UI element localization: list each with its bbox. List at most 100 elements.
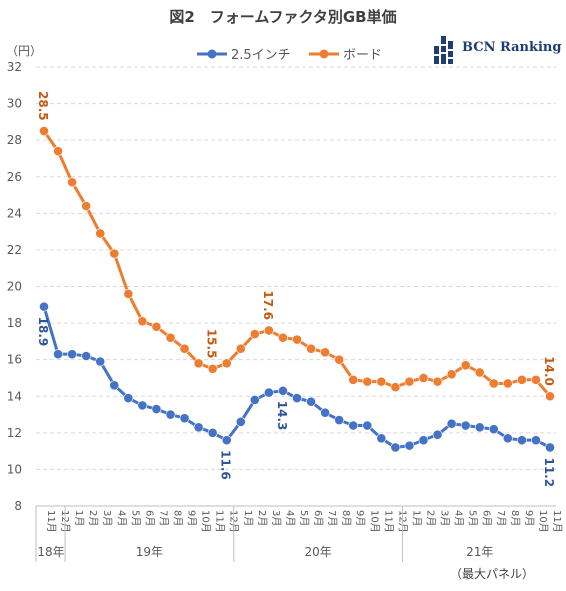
- legend-item-series-2: ボード: [308, 44, 382, 63]
- x-tick-label: 4月: [453, 510, 465, 526]
- data-point: [207, 427, 218, 438]
- data-point: [446, 418, 457, 429]
- data-point: [460, 360, 471, 371]
- y-axis-unit-label: （円）: [6, 44, 43, 58]
- x-tick-label: 10月: [537, 510, 549, 533]
- data-point: [221, 358, 232, 369]
- y-tick-label: 16: [7, 353, 22, 367]
- year-label: 18年: [37, 545, 64, 559]
- y-tick-label: 20: [7, 280, 22, 294]
- data-point: [292, 334, 302, 345]
- data-point: [53, 349, 63, 360]
- data-point: [545, 391, 555, 402]
- data-point: [179, 343, 190, 354]
- data-point: [362, 420, 373, 431]
- data-label: 14.0: [542, 356, 556, 386]
- data-point: [404, 440, 415, 451]
- y-tick-label: 24: [7, 206, 22, 220]
- data-point: [334, 415, 345, 425]
- data-point: [165, 332, 176, 343]
- x-tick-label: 9月: [186, 510, 198, 526]
- data-point: [502, 378, 513, 389]
- data-point: [516, 374, 527, 385]
- data-point: [376, 376, 387, 387]
- x-tick-label: 3月: [270, 510, 282, 526]
- x-tick-label: 3月: [101, 510, 113, 526]
- data-point: [432, 429, 443, 440]
- x-tick-label: 11月: [551, 510, 563, 533]
- x-tick-label: 8月: [509, 510, 521, 526]
- data-point: [418, 435, 429, 446]
- data-point: [53, 146, 63, 157]
- x-tick-label: 11月: [382, 510, 394, 533]
- data-point: [531, 435, 541, 446]
- y-tick-label: 28: [7, 133, 22, 147]
- data-point: [263, 387, 274, 398]
- x-tick-label: 11月: [45, 510, 57, 533]
- x-tick-label: 1月: [73, 510, 85, 526]
- x-tick-label: 6月: [312, 510, 324, 526]
- data-point: [348, 374, 359, 385]
- data-point: [306, 343, 316, 354]
- data-point: [362, 376, 373, 387]
- data-point: [376, 433, 387, 444]
- data-point: [516, 435, 527, 446]
- legend-marker-series-2: [309, 49, 339, 58]
- year-label: 21年: [466, 545, 493, 559]
- x-tick-label: 1月: [242, 510, 254, 526]
- series-1: [39, 301, 555, 453]
- data-point: [235, 416, 246, 427]
- x-tick-label: 3月: [439, 510, 451, 526]
- data-point: [306, 396, 316, 407]
- data-point: [81, 201, 92, 211]
- x-tick-label: 9月: [354, 510, 366, 526]
- series-line: [42, 306, 551, 449]
- year-label: 20年: [304, 545, 331, 559]
- y-tick-label: 32: [7, 60, 22, 74]
- data-label: 28.5: [36, 91, 50, 121]
- y-tick-label: 14: [7, 389, 22, 403]
- data-point: [390, 382, 401, 393]
- y-tick-label: 26: [7, 170, 22, 184]
- x-tick-label: 9月: [523, 510, 535, 526]
- data-point: [193, 358, 204, 369]
- data-point: [390, 442, 401, 453]
- data-point: [320, 407, 331, 418]
- data-point: [81, 351, 92, 361]
- x-tick-label: 10月: [200, 510, 212, 533]
- data-labels: 18.9 11.6 14.3 11.2 28.5 15.5 17.6 14.0: [36, 91, 556, 487]
- y-axis: 8 10 12 14 16 18 20 22 24 26 28 30 32: [7, 60, 22, 513]
- x-tick-label: 7月: [157, 510, 169, 526]
- logo-text: BCN Ranking: [462, 40, 562, 55]
- data-point: [249, 395, 260, 405]
- data-point: [193, 422, 204, 433]
- x-tick-label: 10月: [368, 510, 380, 533]
- x-tick-label: 5月: [129, 510, 141, 526]
- data-point: [348, 420, 359, 431]
- x-tick-label: 4月: [115, 510, 127, 526]
- data-point: [334, 354, 345, 365]
- data-point: [545, 442, 555, 453]
- y-tick-label: 10: [7, 462, 22, 476]
- series-layer: [39, 126, 555, 453]
- y-tick-label: 18: [7, 316, 22, 330]
- data-point: [278, 385, 288, 396]
- data-label: 15.5: [205, 329, 219, 359]
- data-label: 18.9: [36, 317, 50, 347]
- x-axis: 11月 12月 1月 2月 3月 4月 5月 6月 7月 8月 9月 10月 11月 12月 1月 2月 3月 4…: [35, 505, 563, 562]
- x-tick-label: 6月: [481, 510, 493, 526]
- data-point: [207, 363, 218, 374]
- chart-title: 図2 フォームファクタ別GB単価: [169, 8, 397, 26]
- x-tick-label: 5月: [467, 510, 479, 526]
- data-point: [109, 380, 120, 391]
- data-point: [221, 435, 232, 446]
- data-point: [418, 373, 429, 383]
- gridlines: [36, 66, 556, 470]
- x-tick-label: 8月: [340, 510, 352, 526]
- x-tick-label: 1月: [410, 510, 422, 526]
- data-point: [95, 228, 106, 239]
- year-label: 19年: [136, 545, 163, 559]
- legend-label-series-1: 2.5インチ: [231, 48, 291, 63]
- data-point: [460, 420, 471, 431]
- data-point: [263, 325, 274, 336]
